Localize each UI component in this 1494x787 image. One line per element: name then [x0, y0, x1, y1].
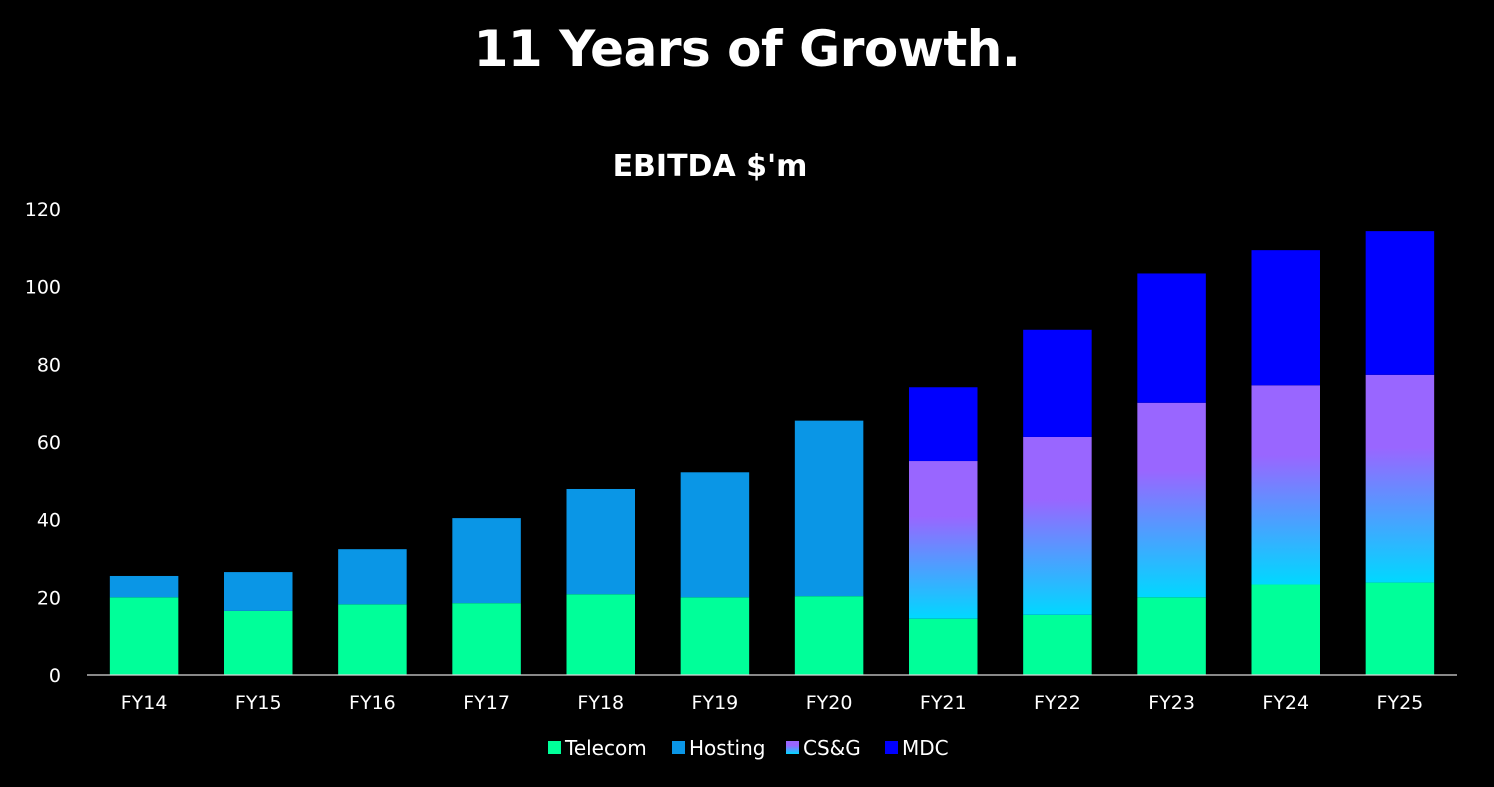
x-tick-label: FY16 — [349, 692, 396, 714]
legend-label-telecom: Telecom — [564, 736, 647, 760]
y-tick-label: 40 — [37, 510, 61, 532]
bar-mdc-fy22 — [1023, 329, 1092, 437]
bar-hosting-fy14 — [109, 575, 179, 598]
bar-cs-g-fy22 — [1023, 436, 1092, 615]
legend-swatch-hosting — [672, 741, 685, 754]
bar-telecom-fy16 — [338, 604, 407, 675]
x-tick-label: FY24 — [1262, 692, 1309, 714]
x-tick-label: FY22 — [1034, 692, 1081, 714]
x-tick-label: FY18 — [577, 692, 624, 714]
bar-hosting-fy17 — [452, 518, 521, 604]
legend: Telecom Hosting CS&G MDC — [548, 736, 949, 760]
bar-mdc-fy23 — [1137, 273, 1206, 403]
bar-telecom-fy17 — [452, 603, 521, 675]
y-tick-label: 0 — [49, 665, 61, 687]
x-tick-label: FY25 — [1377, 692, 1424, 714]
x-tick-label: FY15 — [235, 692, 282, 714]
y-tick-label: 120 — [25, 199, 61, 221]
bars — [109, 231, 1435, 675]
legend-label-cs-g: CS&G — [803, 736, 861, 760]
bar-mdc-fy24 — [1251, 250, 1320, 386]
bar-cs-g-fy21 — [909, 461, 978, 619]
y-tick-label: 80 — [37, 354, 61, 376]
y-axis: 0 20 40 60 80 100 120 — [25, 199, 61, 687]
legend-swatch-cs-g — [786, 741, 799, 754]
bar-telecom-fy15 — [224, 610, 293, 675]
bar-telecom-fy25 — [1365, 582, 1435, 675]
x-tick-label: FY23 — [1148, 692, 1195, 714]
legend-swatch-telecom — [548, 741, 561, 754]
bar-hosting-fy19 — [680, 472, 750, 598]
bar-telecom-fy14 — [109, 597, 179, 675]
bar-telecom-fy18 — [566, 594, 635, 675]
y-tick-label: 20 — [37, 587, 61, 609]
y-tick-label: 60 — [37, 432, 61, 454]
bar-hosting-fy15 — [224, 572, 293, 611]
x-tick-label: FY20 — [806, 692, 853, 714]
legend-swatch-mdc — [885, 741, 898, 754]
bar-hosting-fy16 — [338, 549, 407, 605]
x-tick-label: FY19 — [692, 692, 739, 714]
bar-telecom-fy24 — [1251, 584, 1320, 675]
bar-mdc-fy25 — [1365, 231, 1435, 375]
bar-telecom-fy23 — [1137, 597, 1206, 675]
bar-hosting-fy18 — [566, 488, 635, 595]
y-tick-label: 100 — [25, 277, 61, 299]
bar-hosting-fy20 — [794, 420, 864, 597]
bar-mdc-fy21 — [909, 387, 978, 462]
bar-cs-g-fy23 — [1137, 402, 1206, 598]
x-axis: FY14 FY15 FY16 FY17 FY18 FY19 FY20 FY21 FY22 FY23… — [121, 692, 1424, 714]
chart-title: EBITDA $'m — [613, 149, 808, 184]
bar-telecom-fy20 — [794, 596, 864, 675]
slide-title: 11 Years of Growth. — [473, 20, 1021, 78]
bar-cs-g-fy24 — [1251, 385, 1320, 585]
bar-telecom-fy22 — [1023, 614, 1092, 675]
bar-cs-g-fy25 — [1365, 374, 1435, 583]
x-tick-label: FY21 — [920, 692, 967, 714]
bar-telecom-fy21 — [909, 618, 978, 675]
x-tick-label: FY14 — [121, 692, 168, 714]
legend-label-hosting: Hosting — [689, 736, 765, 760]
x-tick-label: FY17 — [463, 692, 510, 714]
bar-telecom-fy19 — [680, 597, 750, 675]
legend-label-mdc: MDC — [902, 736, 949, 760]
